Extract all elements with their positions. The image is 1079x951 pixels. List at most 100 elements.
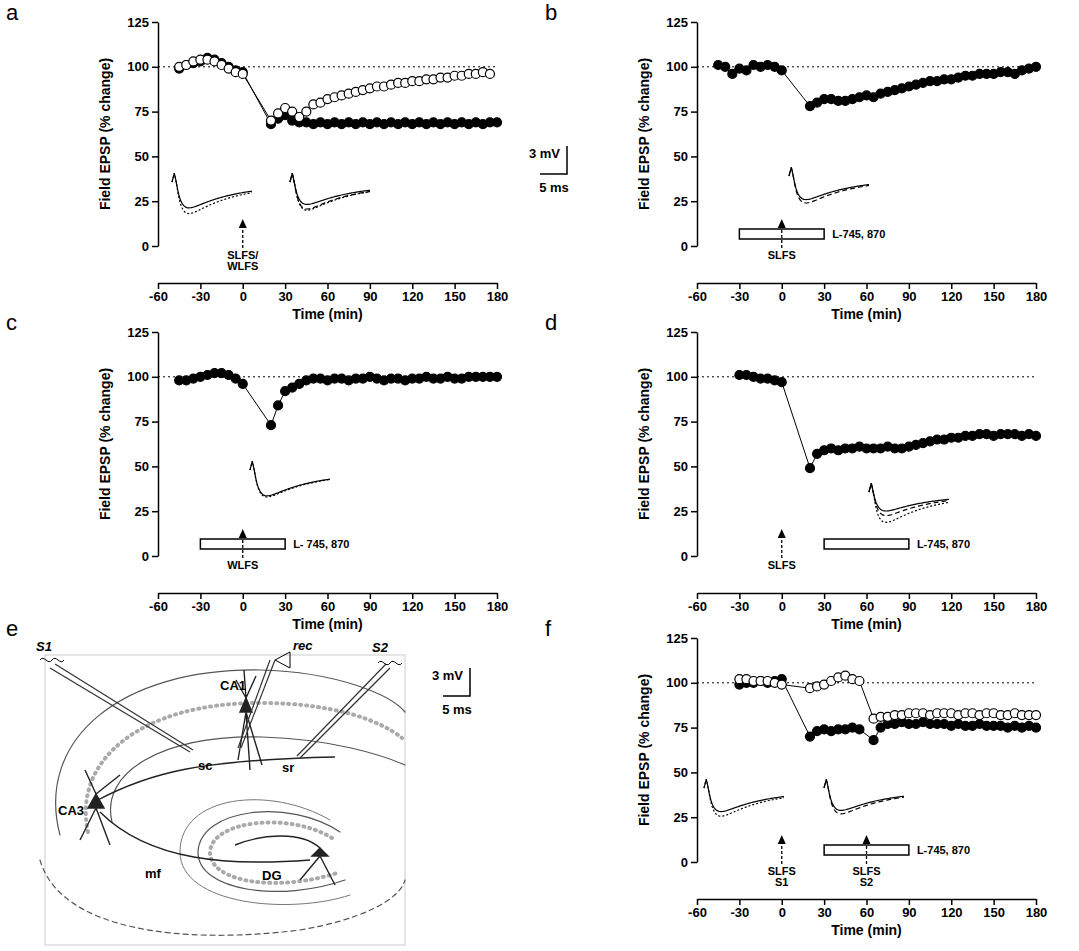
y-tick: 50 xyxy=(135,149,158,164)
x-axis: -60-300306090120150180 xyxy=(688,899,1047,920)
stimulus-arrow xyxy=(781,226,782,248)
y-tick: 0 xyxy=(681,549,697,564)
neuron xyxy=(96,757,335,801)
x-tick: 180 xyxy=(1026,899,1048,920)
x-tick: 30 xyxy=(817,593,831,614)
y-tick-label: 125 xyxy=(666,15,688,30)
y-tick-mark xyxy=(691,67,697,69)
data-point xyxy=(493,372,502,381)
series-line xyxy=(739,375,1036,468)
y-tick-mark xyxy=(691,22,697,24)
data-point xyxy=(721,62,730,71)
y-tick-mark xyxy=(152,377,158,379)
diagram-label: rec xyxy=(293,638,313,653)
y-tick-label: 25 xyxy=(135,194,149,209)
drug-label: L-745, 870 xyxy=(917,538,970,550)
x-tick: 180 xyxy=(1026,283,1048,304)
x-axis: -60-300306090120150180 xyxy=(149,283,508,304)
x-tick: 60 xyxy=(321,593,335,614)
x-tick-label: 0 xyxy=(240,599,247,614)
epsp-trace xyxy=(704,779,784,816)
panel: f0255075100125-60-300306090120150180Fiel… xyxy=(545,616,1047,938)
x-tick-label: 30 xyxy=(817,289,831,304)
x-tick-mark xyxy=(824,593,826,599)
x-tick-mark xyxy=(866,283,868,289)
stimulus-label: SLFS xyxy=(768,249,796,261)
x-tick-label: 180 xyxy=(1026,905,1048,920)
y-tick-mark xyxy=(691,421,697,423)
x-tick: -30 xyxy=(191,593,210,614)
x-tick: 30 xyxy=(817,283,831,304)
x-tick: 90 xyxy=(902,283,916,304)
x-tick: 150 xyxy=(983,283,1005,304)
drug-bar xyxy=(824,539,909,549)
y-tick-mark xyxy=(691,638,697,640)
panel-letter: a xyxy=(6,0,19,25)
series-line xyxy=(179,60,490,121)
x-tick-mark xyxy=(370,283,372,289)
arrow-head xyxy=(239,219,247,228)
insets xyxy=(250,461,330,497)
x-tick-label: 90 xyxy=(363,289,377,304)
diagram-label: S1 xyxy=(36,639,52,654)
x-tick: 150 xyxy=(444,593,466,614)
x-tick-label: -60 xyxy=(688,289,707,304)
arrow-head xyxy=(778,835,786,844)
stimulus-label: S1 xyxy=(775,876,788,888)
electrode xyxy=(50,668,190,752)
x-tick-label: 30 xyxy=(278,599,292,614)
x-axis-title: Time (min) xyxy=(831,306,902,322)
x-tick-label: 120 xyxy=(941,289,963,304)
y-tick-label: 75 xyxy=(135,414,149,429)
stimulus-label: SLFS xyxy=(768,559,796,571)
x-tick: 180 xyxy=(487,283,509,304)
y-tick-mark xyxy=(152,332,158,334)
data-point xyxy=(869,736,878,745)
x-tick: 180 xyxy=(1026,593,1048,614)
y-tick-label: 50 xyxy=(674,149,688,164)
diagram-label: CA3 xyxy=(58,803,84,818)
x-tick: 90 xyxy=(363,593,377,614)
x-tick-label: -60 xyxy=(688,599,707,614)
x-tick-label: 30 xyxy=(817,905,831,920)
epsp-trace xyxy=(172,173,252,213)
electrode xyxy=(238,660,270,748)
x-tick-label: 120 xyxy=(402,599,424,614)
epsp-trace xyxy=(869,483,949,511)
y-tick-label: 50 xyxy=(135,149,149,164)
electrode xyxy=(297,664,386,756)
epsp-trace xyxy=(789,167,869,203)
electrode xyxy=(241,660,275,748)
x-axis-title: Time (min) xyxy=(831,616,902,632)
y-tick: 0 xyxy=(681,239,697,254)
x-tick-mark xyxy=(782,899,784,905)
x-axis: -60-300306090120150180 xyxy=(688,283,1047,304)
x-tick: 90 xyxy=(902,899,916,920)
x-tick-mark xyxy=(739,593,741,599)
y-tick-label: 25 xyxy=(135,504,149,519)
x-tick-mark xyxy=(412,283,414,289)
panel: c0255075100125-60-300306090120150180Fiel… xyxy=(6,310,508,632)
y-axis-line xyxy=(697,23,699,247)
y-tick-mark xyxy=(691,466,697,468)
x-axis-title: Time (min) xyxy=(292,616,363,632)
stimulus-arrow xyxy=(866,842,867,864)
x-tick-label: 120 xyxy=(941,599,963,614)
anatomy-outline xyxy=(56,670,405,835)
panel-letter: f xyxy=(545,616,552,641)
y-tick-label: 25 xyxy=(674,810,688,825)
epsp-trace xyxy=(250,461,330,497)
x-tick: -30 xyxy=(730,593,749,614)
diagram-label: S2 xyxy=(372,640,389,655)
epsp-trace xyxy=(250,461,330,495)
electrode xyxy=(55,664,193,750)
x-tick-label: 60 xyxy=(321,289,335,304)
data-point xyxy=(493,118,502,127)
scale-bar: 3 mV5 ms xyxy=(432,668,472,717)
y-tick: 100 xyxy=(666,369,697,384)
y-tick-label: 50 xyxy=(674,459,688,474)
y-tick-label: 125 xyxy=(127,325,149,340)
data-point xyxy=(238,69,247,78)
x-tick-label: -30 xyxy=(730,289,749,304)
neuron xyxy=(235,836,335,885)
